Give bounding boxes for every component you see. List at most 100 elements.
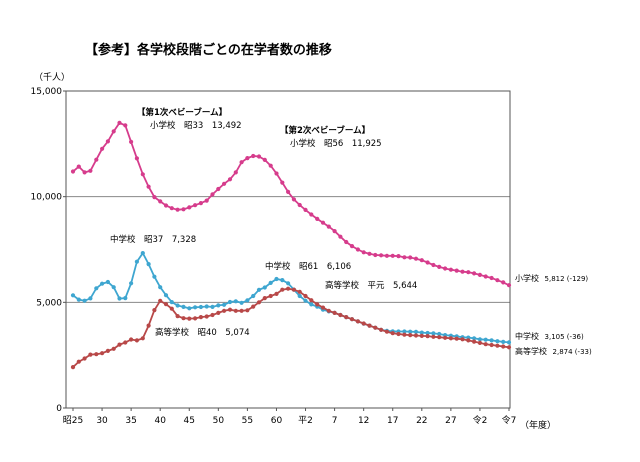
point-elementary-4	[94, 157, 99, 162]
point-high-74	[501, 344, 506, 349]
point-high-55	[390, 331, 395, 336]
point-high-30	[245, 308, 250, 313]
point-high-14	[152, 308, 157, 313]
point-elementary-26	[222, 181, 227, 186]
x-tick-label-8: 平2	[298, 415, 313, 426]
point-junior-24	[210, 304, 215, 309]
x-tick-label-5: 50	[213, 416, 225, 426]
point-elementary-55	[390, 253, 395, 258]
point-junior-31	[251, 293, 256, 299]
point-elementary-68	[466, 270, 471, 275]
point-elementary-45	[332, 229, 337, 234]
point-high-57	[402, 332, 407, 337]
point-elementary-8	[117, 120, 122, 125]
point-elementary-41	[309, 212, 314, 217]
y-tick-labels: 0 5,000 10,000 15,000	[31, 87, 66, 414]
end-labels: 小学校 5,812 (-129) 中学校 3,105 (-36) 高等学校 2,…	[515, 273, 592, 356]
point-junior-6	[105, 279, 110, 285]
point-elementary-1	[76, 164, 81, 169]
point-high-60	[419, 333, 424, 338]
point-elementary-32	[256, 154, 262, 159]
point-junior-12	[140, 251, 145, 256]
point-junior-8	[117, 296, 122, 301]
point-high-61	[425, 334, 430, 339]
end-label-elementary-name: 小学校	[515, 273, 539, 283]
annotation-boom2-value: 小学校 昭56 11,925	[290, 138, 382, 149]
point-high-73	[495, 343, 500, 348]
annotation-junior-peak1: 中学校 昭37 7,328	[110, 234, 196, 245]
point-high-45	[332, 310, 337, 315]
point-high-33	[262, 296, 267, 301]
point-elementary-44	[326, 224, 331, 229]
point-high-13	[146, 323, 151, 328]
x-tick-label-10: 12	[358, 416, 369, 426]
point-junior-16	[163, 293, 169, 298]
point-high-8	[117, 342, 122, 347]
annotation-boom1-title: 【第1次ベビーブーム】	[137, 107, 227, 118]
point-junior-39	[297, 293, 302, 299]
point-elementary-75	[506, 283, 512, 288]
point-high-56	[396, 331, 401, 337]
point-elementary-5	[100, 146, 105, 151]
point-junior-62	[431, 331, 436, 336]
point-high-51	[367, 323, 372, 328]
point-elementary-43	[320, 220, 326, 225]
point-high-25	[216, 310, 221, 315]
point-elementary-67	[460, 269, 465, 274]
point-junior-7	[111, 285, 116, 290]
point-high-75	[506, 345, 512, 350]
x-tick-label-9: 7	[332, 416, 338, 426]
point-high-70	[477, 340, 482, 345]
point-junior-27	[227, 299, 233, 305]
point-junior-34	[268, 280, 273, 285]
point-junior-14	[152, 274, 157, 279]
point-high-12	[140, 336, 145, 341]
point-high-2	[82, 356, 87, 361]
point-junior-21	[193, 305, 198, 310]
annotation-boom2-title: 【第2次ベビーブーム】	[280, 125, 370, 136]
point-elementary-15	[158, 199, 163, 204]
point-elementary-48	[349, 244, 355, 249]
point-elementary-34	[268, 163, 273, 168]
point-high-3	[88, 352, 93, 357]
point-high-20	[187, 316, 192, 321]
plot-frame	[65, 90, 511, 409]
point-elementary-29	[239, 160, 244, 165]
point-junior-61	[425, 330, 430, 336]
x-tick-label-7: 60	[271, 416, 283, 426]
point-high-36	[280, 287, 285, 292]
point-high-23	[204, 314, 209, 319]
point-high-0	[70, 365, 76, 370]
point-elementary-66	[454, 268, 459, 273]
point-elementary-51	[367, 251, 372, 256]
point-junior-58	[408, 329, 413, 334]
point-elementary-31	[251, 153, 256, 159]
point-junior-11	[134, 259, 139, 264]
point-elementary-73	[495, 278, 500, 283]
series-line-high	[72, 287, 510, 368]
point-junior-60	[419, 330, 424, 335]
point-elementary-40	[303, 207, 308, 212]
point-high-19	[181, 316, 186, 321]
point-high-4	[94, 352, 99, 357]
point-elementary-27	[227, 177, 233, 182]
point-elementary-74	[501, 280, 506, 285]
point-elementary-53	[379, 253, 384, 258]
point-high-42	[315, 302, 320, 307]
point-high-52	[373, 325, 378, 330]
point-junior-57	[402, 329, 407, 334]
point-high-9	[123, 340, 128, 345]
point-junior-15	[158, 285, 163, 290]
point-high-27	[227, 307, 233, 312]
point-junior-2	[82, 298, 87, 303]
point-high-62	[431, 334, 436, 339]
x-tick-label-11: 17	[387, 416, 398, 426]
point-high-1	[76, 359, 81, 364]
x-tick-label-1: 30	[96, 416, 108, 426]
point-junior-4	[94, 286, 99, 291]
point-junior-0	[70, 293, 76, 298]
x-tick-label-2: 35	[125, 416, 136, 426]
point-junior-63	[437, 331, 442, 337]
end-label-elementary-value: 5,812 (-129)	[545, 275, 589, 283]
